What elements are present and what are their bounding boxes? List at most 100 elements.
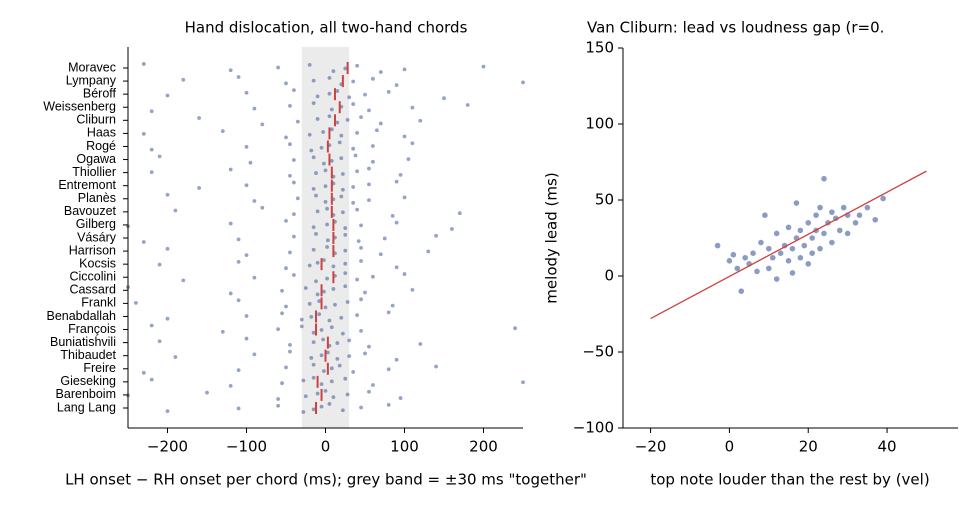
chord-point (260, 205, 265, 210)
chord-point (434, 233, 438, 238)
chord-point (359, 405, 363, 410)
scatter-point (730, 251, 737, 258)
scatter-point (797, 227, 804, 234)
chord-point (311, 247, 316, 252)
chord-point (410, 141, 415, 146)
category-label: Cassard (69, 283, 116, 297)
chord-point (481, 64, 486, 69)
category-label: Barenboim (56, 387, 116, 401)
scatter-point (805, 261, 812, 267)
chord-point (311, 101, 316, 106)
chord-point (244, 314, 249, 318)
chord-point (367, 389, 371, 394)
chord-point (311, 340, 316, 345)
chord-point (181, 77, 186, 82)
chord-point (149, 170, 154, 175)
chord-point (329, 158, 334, 163)
chord-point (284, 81, 288, 86)
left-x-label: LH onset − RH onset per chord (ms); grey… (65, 471, 587, 489)
scatter-point (864, 204, 871, 211)
chord-point (220, 129, 225, 134)
chord-point (149, 377, 154, 382)
chord-point (292, 88, 296, 93)
chord-point (450, 227, 454, 231)
x-tick-label: 200 (469, 438, 498, 456)
chord-point (173, 208, 178, 213)
chord-point (248, 160, 253, 165)
chord-point (303, 286, 308, 290)
chord-point (252, 106, 257, 111)
chord-point (149, 323, 154, 328)
chord-point (442, 96, 446, 101)
category-label: Frankl (81, 296, 116, 310)
chord-point (236, 298, 241, 303)
scatter-point (742, 254, 748, 261)
chord-point (367, 344, 371, 349)
chord-point (288, 142, 292, 147)
category-label: Gilberg (76, 217, 116, 231)
chord-point (314, 232, 318, 236)
chord-point (331, 264, 336, 269)
chord-point (244, 183, 249, 188)
chord-point (299, 317, 304, 322)
scatter-point (880, 195, 886, 202)
chord-point (260, 122, 265, 127)
scatter-point (809, 250, 815, 256)
category-label: Moravec (68, 60, 116, 74)
y-tick-label: 100 (585, 115, 614, 133)
chord-point (402, 195, 407, 200)
y-tick-label: 0 (604, 267, 614, 285)
category-label: Rogé (86, 139, 116, 153)
chord-point (359, 297, 363, 302)
chord-point (367, 198, 371, 203)
chord-point (382, 236, 387, 241)
chord-point (367, 166, 371, 171)
chord-point (367, 182, 371, 187)
chord-point (252, 275, 257, 280)
category-label: François (68, 322, 116, 336)
right-y-label: melody lead (ms) (543, 172, 561, 303)
scatter-point (773, 230, 780, 237)
chord-point (322, 258, 326, 263)
chord-point (315, 117, 320, 121)
chord-point (236, 406, 241, 411)
chord-point (359, 115, 363, 120)
chord-point (359, 223, 363, 228)
scatter-point (769, 254, 776, 261)
chord-point (288, 342, 292, 347)
chord-point (345, 117, 350, 122)
together-band (301, 47, 350, 428)
chord-point (410, 287, 415, 292)
chord-point (322, 289, 326, 294)
scatter-point (734, 265, 741, 272)
chord-point (284, 365, 288, 370)
chord-point (315, 260, 320, 265)
chord-point (355, 131, 359, 135)
scatter-point (758, 239, 764, 246)
chord-point (311, 155, 316, 160)
chord-point (337, 140, 342, 145)
chord-point (521, 380, 525, 385)
chord-point (434, 364, 438, 369)
chord-point (315, 209, 320, 214)
scatter-point (821, 230, 827, 237)
chord-point (244, 336, 249, 341)
chord-point (319, 404, 324, 409)
scatter-point (773, 276, 780, 282)
chord-point (307, 62, 312, 67)
chord-point (276, 403, 280, 408)
chord-point (374, 128, 379, 133)
chord-point (335, 120, 340, 125)
chord-point (371, 274, 375, 279)
category-label: Haas (87, 126, 116, 140)
x-tick-label: 0 (321, 438, 331, 456)
scatter-point (836, 227, 843, 234)
chord-point (314, 171, 318, 175)
chord-point (325, 350, 330, 355)
x-tick-label: 0 (725, 438, 735, 456)
chord-point (457, 211, 462, 216)
chord-point (347, 95, 352, 100)
chord-point (141, 240, 146, 244)
chord-point (343, 284, 348, 289)
